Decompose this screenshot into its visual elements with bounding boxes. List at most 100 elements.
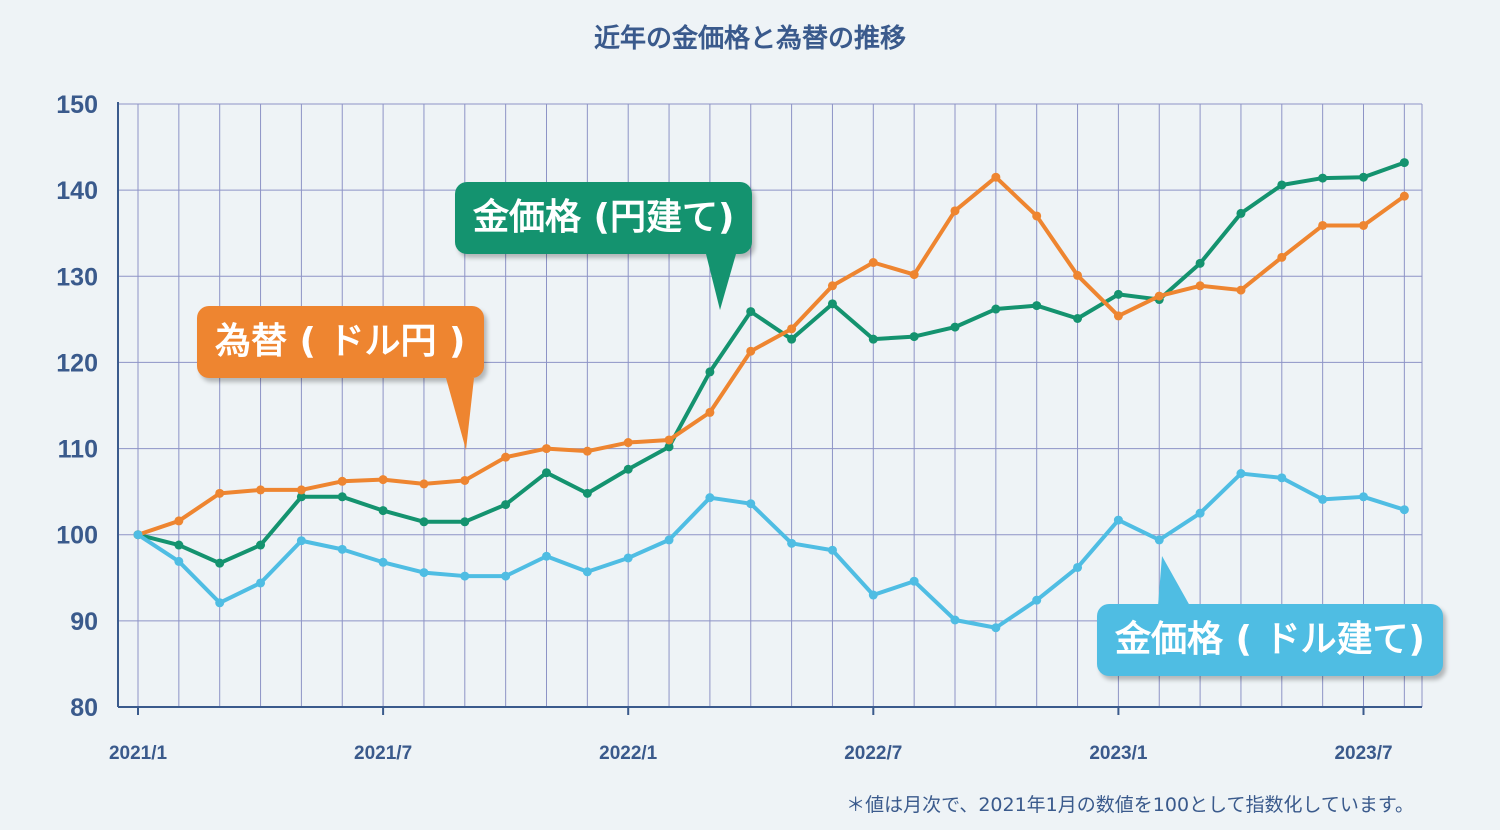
y-tick-label: 100 bbox=[56, 522, 98, 550]
data-point-fx bbox=[1359, 220, 1368, 230]
data-point-gold-jpy bbox=[1113, 289, 1123, 299]
data-point-fx bbox=[1399, 191, 1409, 201]
callout-gold-usd-tail bbox=[1158, 556, 1190, 606]
data-point-gold-usd bbox=[337, 544, 347, 554]
data-point-gold-usd bbox=[746, 499, 756, 509]
series-gold-usd bbox=[133, 469, 1409, 633]
data-point-gold-usd bbox=[501, 571, 511, 581]
data-point-fx bbox=[174, 516, 184, 526]
data-point-fx bbox=[746, 346, 756, 356]
data-point-gold-usd bbox=[1318, 494, 1328, 504]
data-point-gold-usd bbox=[1236, 469, 1246, 479]
data-point-gold-usd bbox=[1032, 595, 1042, 605]
data-point-gold-usd bbox=[582, 567, 592, 577]
data-point-gold-jpy bbox=[1359, 172, 1368, 182]
data-point-gold-jpy bbox=[623, 464, 633, 474]
data-point-fx bbox=[582, 446, 592, 456]
data-point-gold-usd bbox=[623, 553, 633, 563]
data-point-fx bbox=[378, 475, 388, 485]
data-point-fx bbox=[501, 452, 511, 462]
callout-fx-tail bbox=[446, 378, 474, 450]
data-point-gold-jpy bbox=[296, 492, 306, 502]
data-point-gold-usd bbox=[1277, 473, 1287, 483]
x-tick-label: 2022/7 bbox=[844, 743, 902, 764]
data-point-gold-jpy bbox=[419, 517, 429, 527]
y-tick-label: 150 bbox=[56, 91, 98, 119]
data-point-gold-usd bbox=[419, 568, 429, 578]
data-point-gold-usd bbox=[1073, 562, 1083, 572]
data-point-gold-jpy bbox=[827, 299, 837, 309]
data-point-fx bbox=[337, 476, 347, 486]
data-point-fx bbox=[909, 270, 919, 280]
data-point-gold-jpy bbox=[256, 540, 266, 550]
data-point-fx bbox=[1277, 252, 1287, 262]
data-point-gold-usd bbox=[827, 545, 837, 555]
y-tick-label: 110 bbox=[58, 436, 98, 464]
y-tick-label: 140 bbox=[56, 177, 98, 205]
x-tick-label: 2021/7 bbox=[354, 743, 412, 764]
data-point-gold-usd bbox=[1113, 515, 1123, 525]
data-point-gold-jpy bbox=[950, 322, 960, 332]
series-line-gold-jpy bbox=[137, 160, 1406, 566]
y-tick-label: 90 bbox=[70, 608, 98, 636]
callout-gold-jpy: 金価格 (円建て) bbox=[455, 182, 753, 254]
data-point-fx bbox=[215, 488, 225, 498]
data-point-gold-jpy bbox=[174, 540, 184, 550]
data-point-gold-usd bbox=[296, 536, 306, 546]
data-point-gold-usd bbox=[950, 615, 960, 625]
data-point-gold-jpy bbox=[378, 506, 388, 516]
data-point-gold-jpy bbox=[501, 500, 511, 510]
data-point-gold-jpy bbox=[1277, 180, 1287, 190]
y-tick-label: 130 bbox=[56, 263, 98, 291]
data-point-gold-jpy bbox=[1195, 258, 1205, 268]
data-point-fx bbox=[1195, 281, 1205, 291]
data-point-gold-jpy bbox=[542, 468, 551, 478]
data-point-fx bbox=[256, 485, 266, 495]
data-point-fx bbox=[460, 475, 470, 485]
data-point-fx bbox=[1032, 211, 1042, 221]
data-point-gold-jpy bbox=[787, 334, 797, 344]
y-tick-label: 120 bbox=[56, 349, 98, 377]
callout-gold-jpy-tail bbox=[706, 254, 736, 310]
data-point-gold-jpy bbox=[1073, 313, 1083, 323]
data-point-fx bbox=[950, 206, 960, 216]
data-point-gold-usd bbox=[378, 557, 388, 567]
data-point-gold-usd bbox=[664, 535, 674, 545]
x-tick-label: 2023/1 bbox=[1089, 743, 1148, 764]
data-point-gold-jpy bbox=[1032, 301, 1042, 311]
data-point-gold-usd bbox=[868, 590, 878, 600]
data-point-gold-jpy bbox=[337, 492, 347, 502]
series-gold-jpy bbox=[133, 158, 1409, 568]
data-point-gold-jpy bbox=[1399, 158, 1409, 168]
data-point-gold-jpy bbox=[582, 488, 592, 498]
data-point-gold-usd bbox=[1399, 505, 1409, 515]
data-point-gold-usd bbox=[215, 598, 225, 608]
footnote: ＊値は月次で、2021年1月の数値を100として指数化しています。 bbox=[846, 794, 1414, 816]
data-point-gold-jpy bbox=[746, 307, 756, 317]
data-point-fx bbox=[787, 324, 797, 334]
data-point-gold-usd bbox=[1195, 508, 1205, 518]
data-point-gold-jpy bbox=[460, 517, 470, 527]
data-point-fx bbox=[623, 438, 633, 448]
x-tick-label: 2021/1 bbox=[109, 743, 168, 764]
data-point-gold-usd bbox=[787, 538, 797, 548]
data-point-gold-usd bbox=[991, 623, 1001, 633]
callout-gold-usd: 金価格 ( ドル建て) bbox=[1097, 604, 1443, 676]
data-point-gold-usd bbox=[1154, 535, 1164, 545]
data-point-gold-jpy bbox=[705, 367, 715, 377]
data-point-gold-jpy bbox=[1318, 173, 1328, 183]
data-point-fx bbox=[664, 435, 674, 445]
axes: 80 90 100 110 120 130 140 150 2021/1 2021/7 2022/1… bbox=[56, 91, 1422, 764]
data-point-fx bbox=[868, 258, 878, 268]
data-point-fx bbox=[1236, 285, 1246, 295]
chart-title: 近年の金価格と為替の推移 bbox=[593, 24, 906, 54]
data-point-fx bbox=[705, 407, 715, 417]
x-tick-label: 2022/1 bbox=[599, 743, 658, 764]
data-point-gold-jpy bbox=[1236, 208, 1246, 218]
data-point-gold-usd bbox=[256, 578, 266, 588]
data-point-fx bbox=[296, 485, 306, 495]
data-point-gold-jpy bbox=[215, 558, 225, 568]
data-point-gold-usd bbox=[460, 571, 470, 581]
data-point-fx bbox=[991, 172, 1001, 182]
